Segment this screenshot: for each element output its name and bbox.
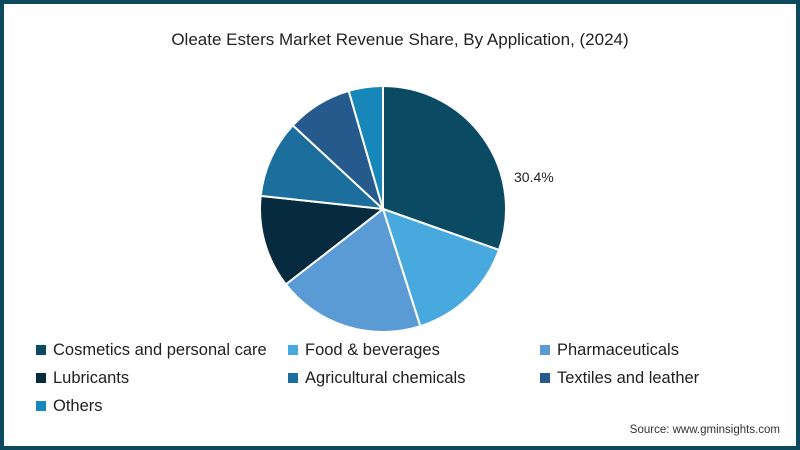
legend-label: Cosmetics and personal care bbox=[53, 340, 267, 359]
pie-slice-cosmetics-and-personal-care bbox=[382, 85, 507, 251]
pie-slice-pharmaceuticals bbox=[284, 208, 422, 333]
cosmetics-share-label: 30.4% bbox=[514, 169, 554, 185]
pie-slice-others bbox=[347, 84, 384, 210]
legend-swatch-icon bbox=[36, 401, 46, 411]
legend-item-pharmaceuticals: Pharmaceuticals bbox=[540, 340, 679, 360]
legend-label: Pharmaceuticals bbox=[557, 340, 679, 359]
legend-swatch-icon bbox=[288, 345, 298, 355]
legend-item-cosmetics: Cosmetics and personal care bbox=[36, 340, 267, 360]
legend-label: Lubricants bbox=[53, 368, 130, 387]
legend-swatch-icon bbox=[288, 373, 298, 383]
chart-title: Oleate Esters Market Revenue Share, By A… bbox=[171, 30, 629, 49]
legend-label: Textiles and leather bbox=[557, 368, 700, 387]
legend-item-food-beverages: Food & beverages bbox=[288, 340, 440, 360]
legend-swatch-icon bbox=[36, 373, 46, 383]
legend-label: Agricultural chemicals bbox=[305, 368, 466, 387]
legend-item-textiles-leather: Textiles and leather bbox=[540, 368, 699, 388]
legend-item-others: Others bbox=[36, 396, 103, 416]
legend-item-lubricants: Lubricants bbox=[36, 368, 129, 388]
legend-label: Food & beverages bbox=[305, 340, 440, 359]
source-note: Source: www.gminsights.com bbox=[629, 424, 780, 436]
legend-swatch-icon bbox=[540, 373, 550, 383]
legend-label: Others bbox=[53, 396, 103, 415]
pie-slice-lubricants bbox=[259, 194, 384, 286]
legend-swatch-icon bbox=[540, 345, 550, 355]
legend-swatch-icon bbox=[36, 345, 46, 355]
legend-item-agricultural-chemicals: Agricultural chemicals bbox=[288, 368, 465, 388]
pie-slice-agricultural-chemicals bbox=[259, 124, 384, 210]
